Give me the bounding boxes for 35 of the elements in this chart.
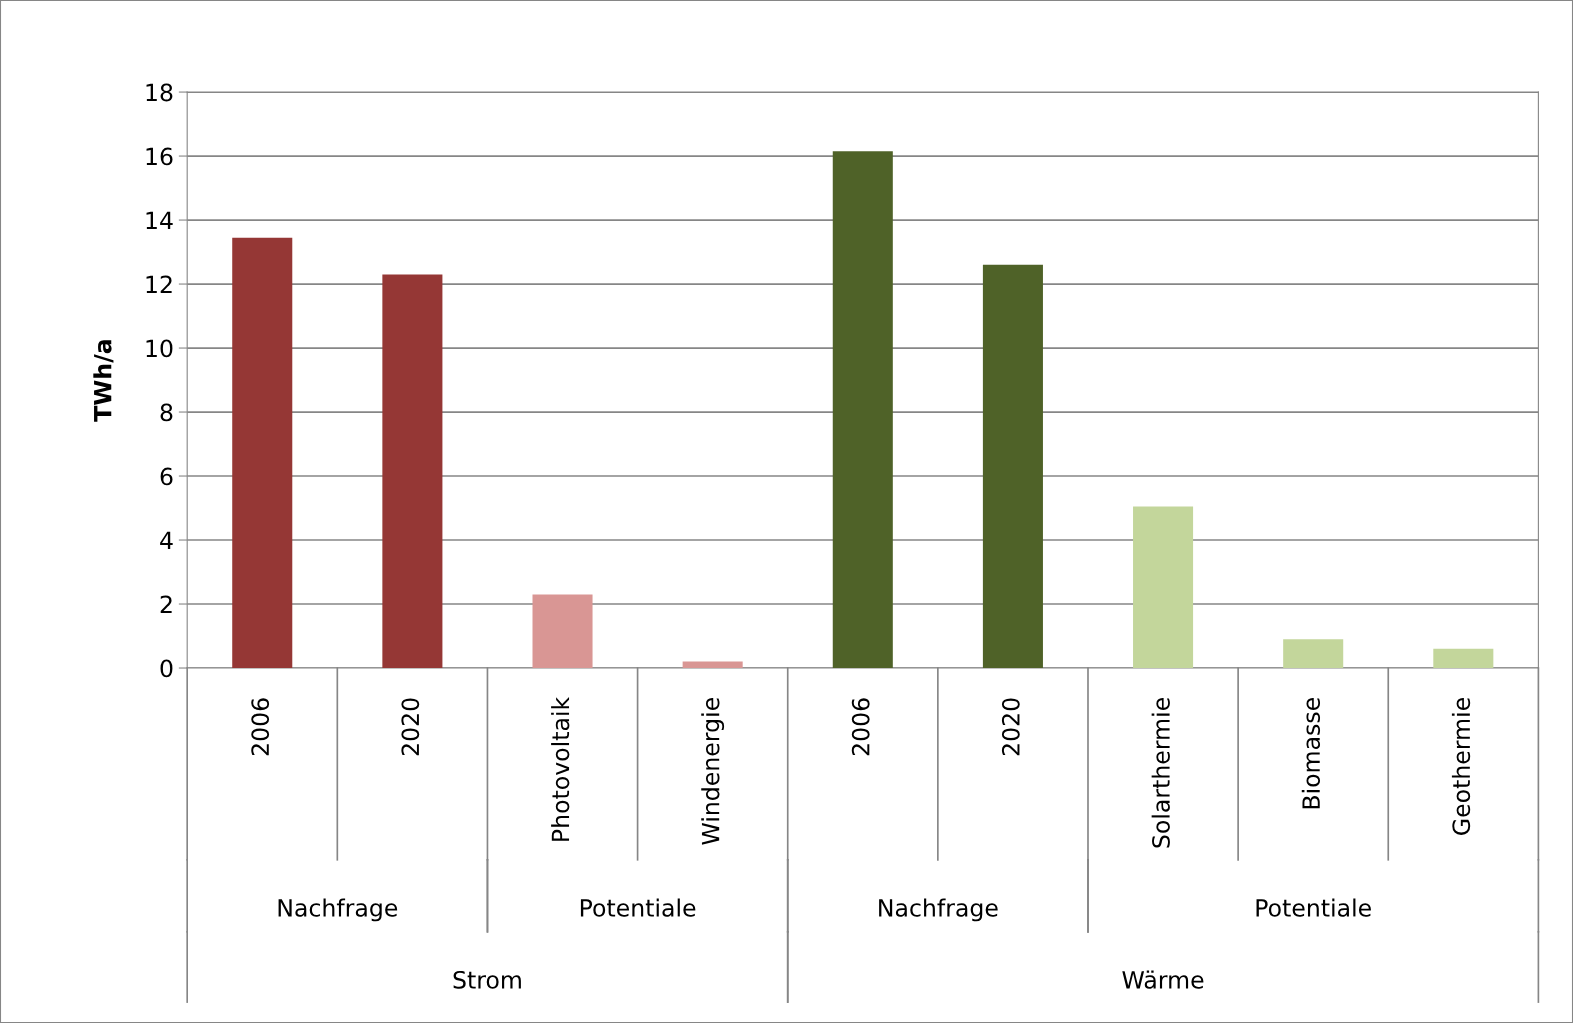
text: Nachfrage bbox=[879, 898, 998, 922]
y-tick-label: 8 bbox=[160, 403, 173, 422]
bar bbox=[532, 594, 593, 669]
bar bbox=[1433, 648, 1494, 669]
text: Wärme bbox=[1122, 970, 1204, 989]
x-tick-label: 2020 bbox=[1001, 698, 1020, 756]
x-tick-label: 2006 bbox=[251, 698, 270, 756]
bar bbox=[232, 237, 293, 669]
x-tick-label: 2006 bbox=[851, 698, 870, 756]
y-tick-label: 14 bbox=[146, 211, 173, 230]
text: Strom bbox=[453, 970, 521, 989]
y-tick-label: 16 bbox=[146, 147, 173, 166]
text: Potentiale bbox=[1256, 898, 1371, 917]
y-axis-title: TWh/a bbox=[93, 340, 114, 422]
bar bbox=[832, 151, 893, 669]
bar bbox=[382, 274, 443, 669]
y-tick-label: 18 bbox=[146, 83, 173, 102]
bar bbox=[982, 264, 1043, 669]
y-tick-label: 2 bbox=[160, 595, 172, 613]
bar bbox=[682, 661, 743, 669]
y-tick-label: 6 bbox=[160, 467, 173, 486]
y-tick-label: 12 bbox=[146, 275, 172, 294]
x-tick-label: Windenergie bbox=[701, 698, 725, 845]
x-tick-label: Solarthermie bbox=[1151, 698, 1170, 848]
y-tick-label: 10 bbox=[146, 339, 173, 358]
text: Nachfrage bbox=[278, 898, 398, 922]
x-tick-label: Biomasse bbox=[1301, 698, 1321, 809]
y-tick-label: 0 bbox=[160, 659, 173, 678]
x-tick-label: 2020 bbox=[401, 698, 420, 756]
bar bbox=[1133, 506, 1194, 669]
bar bbox=[1283, 639, 1344, 669]
x-tick-label: Photovoltaik bbox=[551, 696, 570, 841]
y-tick-label: 4 bbox=[160, 531, 173, 549]
x-tick-label: Geothermie bbox=[1451, 698, 1471, 835]
text: Potentiale bbox=[580, 898, 696, 917]
